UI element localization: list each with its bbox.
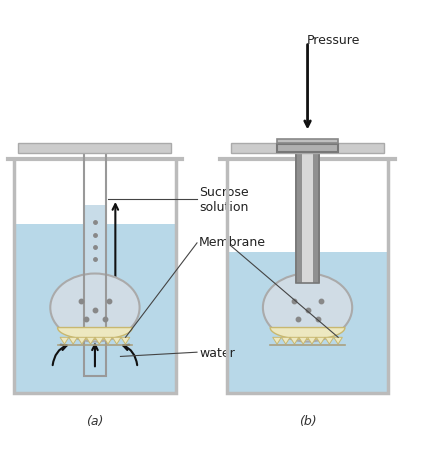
Bar: [313, 149, 320, 283]
Polygon shape: [273, 338, 281, 344]
Polygon shape: [290, 338, 299, 344]
Text: (b): (b): [299, 414, 316, 427]
Bar: [302, 149, 313, 283]
Polygon shape: [325, 338, 334, 344]
Text: Membrane: Membrane: [199, 236, 266, 249]
Ellipse shape: [263, 274, 352, 342]
Polygon shape: [86, 338, 95, 344]
Text: (a): (a): [86, 414, 104, 427]
Bar: [227, 253, 388, 393]
Bar: [84, 206, 106, 285]
Bar: [231, 144, 384, 153]
Bar: [295, 149, 302, 283]
Bar: [277, 140, 338, 144]
Polygon shape: [77, 338, 86, 344]
Polygon shape: [299, 338, 308, 344]
Polygon shape: [60, 338, 69, 344]
Polygon shape: [121, 338, 130, 344]
Bar: [18, 144, 172, 153]
Polygon shape: [95, 338, 104, 344]
Bar: [84, 149, 106, 376]
Bar: [277, 145, 338, 153]
Polygon shape: [69, 338, 77, 344]
Polygon shape: [57, 328, 132, 340]
Bar: [297, 275, 318, 285]
Bar: [14, 225, 176, 393]
Bar: [296, 149, 319, 283]
Polygon shape: [316, 338, 325, 344]
Text: water: water: [199, 346, 235, 359]
Text: Sucrose
solution: Sucrose solution: [199, 186, 249, 213]
Text: Pressure: Pressure: [306, 34, 360, 47]
Polygon shape: [113, 338, 121, 344]
Polygon shape: [270, 328, 345, 340]
Polygon shape: [308, 338, 316, 344]
Ellipse shape: [50, 274, 140, 342]
Polygon shape: [334, 338, 342, 344]
Polygon shape: [104, 338, 113, 344]
Polygon shape: [281, 338, 290, 344]
